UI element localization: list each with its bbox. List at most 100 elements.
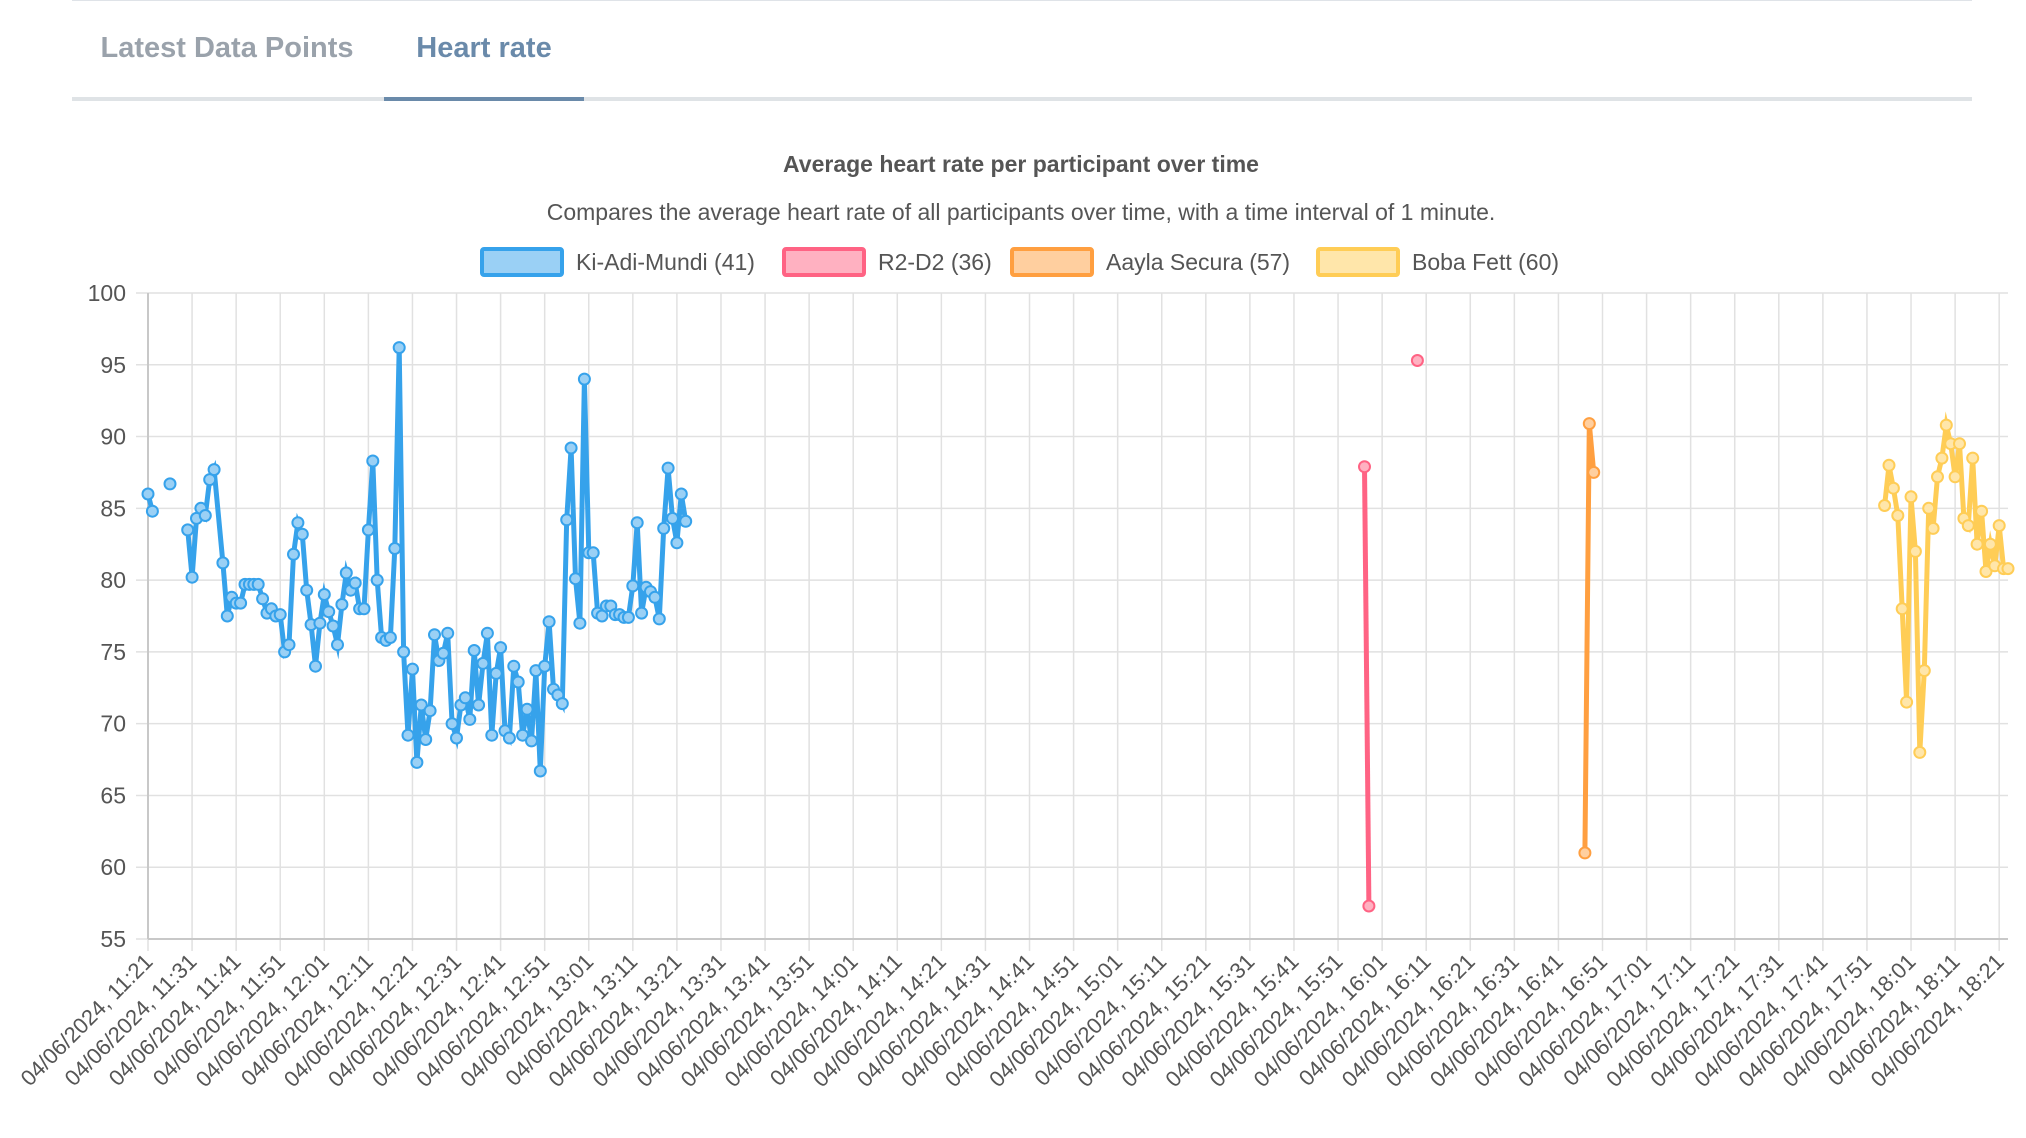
data-point[interactable]: [507, 659, 521, 673]
data-point[interactable]: [511, 675, 525, 689]
data-point[interactable]: [480, 626, 494, 640]
data-point[interactable]: [436, 646, 450, 660]
data-point[interactable]: [1948, 470, 1962, 484]
data-point[interactable]: [476, 656, 490, 670]
data-point[interactable]: [1992, 519, 2006, 533]
data-point[interactable]: [621, 610, 635, 624]
data-point[interactable]: [256, 592, 270, 606]
data-point[interactable]: [198, 509, 212, 522]
data-point[interactable]: [520, 702, 534, 716]
data-point[interactable]: [1410, 354, 1424, 367]
data-point[interactable]: [1961, 519, 1975, 533]
data-point[interactable]: [234, 596, 248, 610]
data-point[interactable]: [573, 616, 587, 630]
data-point[interactable]: [207, 463, 221, 477]
data-point[interactable]: [309, 659, 322, 673]
data-point[interactable]: [392, 341, 406, 355]
legend-label[interactable]: Ki-Adi-Mundi (41): [576, 249, 755, 275]
data-point[interactable]: [300, 583, 314, 597]
data-point[interactable]: [652, 612, 666, 626]
data-point[interactable]: [335, 598, 349, 611]
data-point[interactable]: [1886, 481, 1900, 495]
data-point[interactable]: [1983, 537, 1997, 551]
data-point[interactable]: [357, 602, 371, 616]
data-point[interactable]: [185, 570, 199, 584]
data-point[interactable]: [463, 712, 477, 726]
data-point[interactable]: [282, 638, 296, 652]
data-point[interactable]: [1979, 565, 1993, 578]
legend-swatch[interactable]: [782, 247, 866, 277]
data-point[interactable]: [423, 704, 437, 718]
data-point[interactable]: [1953, 437, 1966, 451]
data-point[interactable]: [542, 615, 556, 629]
tab-heart-rate[interactable]: Heart rate: [384, 0, 584, 101]
data-point[interactable]: [467, 644, 481, 657]
legend-swatch[interactable]: [1316, 247, 1400, 277]
data-point[interactable]: [538, 659, 552, 673]
data-point[interactable]: [670, 536, 684, 550]
tab-latest-data-points[interactable]: Latest Data Points: [100, 32, 354, 64]
data-point[interactable]: [383, 631, 397, 644]
data-point[interactable]: [525, 734, 538, 748]
data-point[interactable]: [1587, 465, 1601, 479]
data-point[interactable]: [163, 477, 177, 491]
legend-swatch[interactable]: [1010, 247, 1094, 277]
data-point[interactable]: [326, 619, 340, 633]
data-point[interactable]: [450, 731, 463, 745]
data-point[interactable]: [1931, 470, 1944, 484]
legend-label[interactable]: Aayla Secura (57): [1106, 249, 1290, 275]
data-point[interactable]: [494, 641, 508, 655]
data-point[interactable]: [674, 487, 688, 501]
data-point[interactable]: [406, 662, 419, 676]
data-point[interactable]: [145, 504, 159, 518]
data-point[interactable]: [679, 514, 693, 528]
data-point[interactable]: [348, 576, 362, 590]
data-point[interactable]: [291, 516, 305, 530]
data-point[interactable]: [287, 547, 300, 561]
data-point[interactable]: [1578, 846, 1592, 860]
data-point[interactable]: [635, 606, 649, 620]
data-point[interactable]: [1917, 664, 1931, 678]
data-point[interactable]: [401, 728, 415, 742]
data-point[interactable]: [441, 626, 455, 640]
data-point[interactable]: [331, 638, 344, 652]
data-point[interactable]: [630, 516, 644, 530]
data-point[interactable]: [313, 616, 327, 630]
data-point[interactable]: [458, 691, 472, 705]
data-point[interactable]: [339, 566, 353, 580]
data-point[interactable]: [251, 577, 265, 591]
data-point[interactable]: [141, 487, 155, 501]
data-point[interactable]: [555, 697, 569, 711]
data-point[interactable]: [220, 609, 234, 623]
data-point[interactable]: [485, 728, 499, 742]
data-point[interactable]: [181, 523, 195, 537]
data-point[interactable]: [1904, 490, 1918, 504]
data-point[interactable]: [370, 573, 384, 587]
data-point[interactable]: [366, 454, 380, 468]
data-point[interactable]: [1878, 499, 1892, 512]
data-point[interactable]: [586, 546, 600, 560]
data-point[interactable]: [317, 588, 331, 601]
data-point[interactable]: [564, 441, 578, 455]
data-point[interactable]: [1882, 458, 1896, 472]
data-point[interactable]: [577, 372, 591, 386]
data-point[interactable]: [1582, 417, 1596, 431]
data-point[interactable]: [1926, 521, 1940, 535]
data-point[interactable]: [516, 728, 530, 742]
data-point[interactable]: [273, 608, 287, 622]
data-point[interactable]: [1908, 544, 1922, 558]
legend-label[interactable]: R2-D2 (36): [878, 249, 992, 275]
data-point[interactable]: [445, 717, 459, 731]
data-point[interactable]: [322, 605, 336, 619]
data-point[interactable]: [1362, 899, 1376, 913]
data-point[interactable]: [1922, 501, 1936, 515]
data-point[interactable]: [472, 698, 486, 712]
data-point[interactable]: [2001, 562, 2015, 576]
data-point[interactable]: [1935, 451, 1949, 465]
data-point[interactable]: [1939, 418, 1953, 432]
data-point[interactable]: [533, 764, 547, 778]
data-point[interactable]: [361, 523, 375, 537]
legend-label[interactable]: Boba Fett (60): [1412, 249, 1559, 275]
data-point[interactable]: [397, 645, 411, 659]
data-point[interactable]: [1895, 602, 1909, 616]
